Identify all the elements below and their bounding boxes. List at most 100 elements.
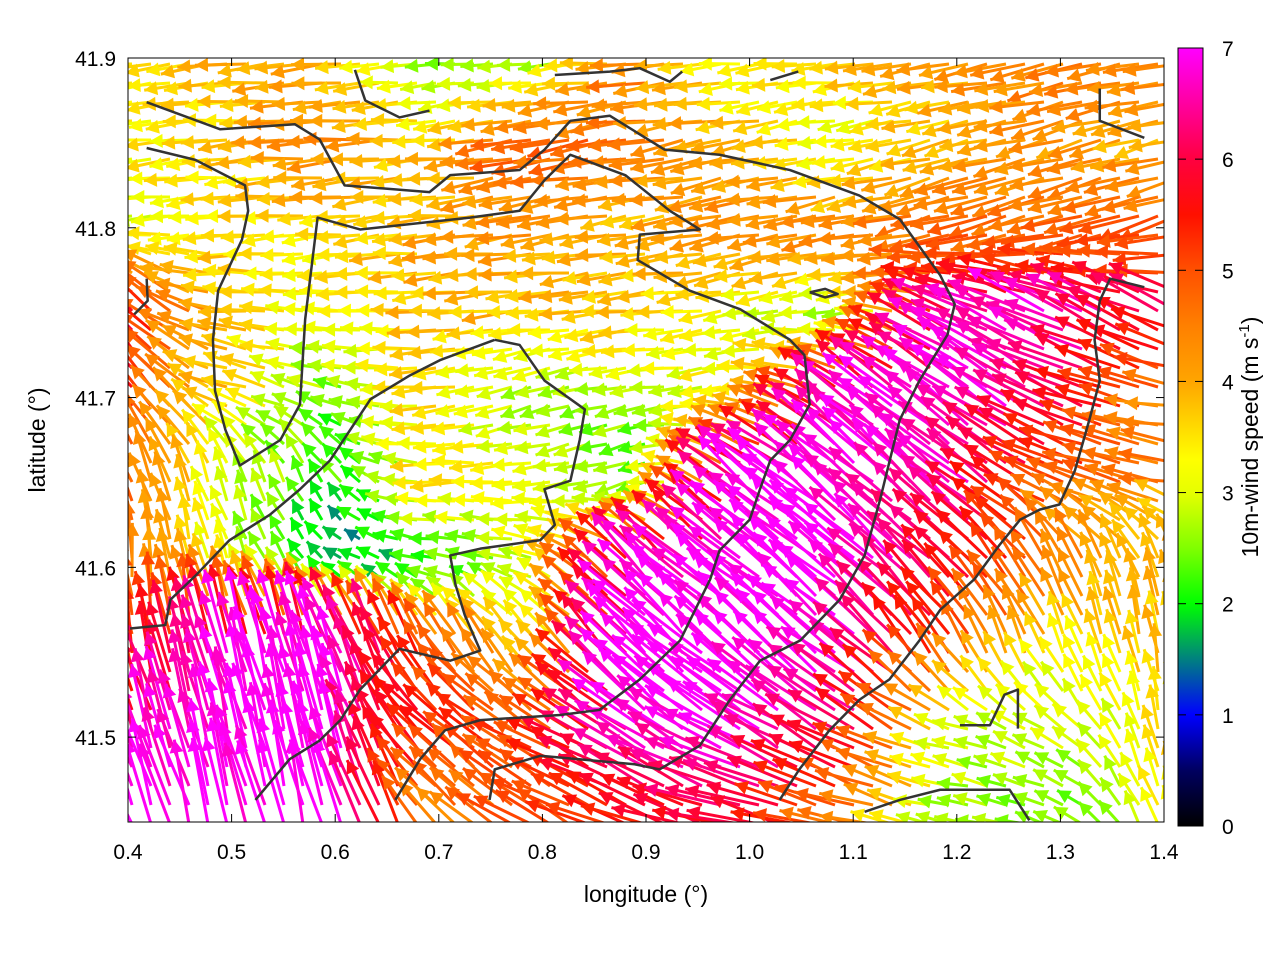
wind-vector [445,787,493,824]
colorbar-tick-label: 5 [1222,260,1234,283]
wind-vector [310,499,323,520]
wind-vector [1161,785,1177,824]
wind-vector [1047,613,1063,653]
wind-vector [339,485,360,501]
x-tick-label: 1.0 [735,841,764,864]
wind-vector [812,155,854,169]
wind-vector [1065,616,1082,653]
colorbar-tick-label: 1 [1222,705,1234,728]
wind-vector [291,517,304,539]
wind-vector [338,548,360,561]
wind-vector [598,325,645,339]
wind-vector [303,443,322,463]
wind-vector [1125,396,1177,410]
wind-vector [219,285,265,299]
wind-vector [97,190,132,204]
wind-vector [1163,649,1177,691]
wind-vector [91,99,132,113]
wind-vector [586,79,645,93]
x-tick-label: 0.8 [528,841,557,864]
wind-vector [1113,352,1177,368]
wind-vector [89,77,132,91]
x-tick-label: 1.3 [1046,841,1075,864]
wind-vector [1140,787,1158,824]
wind-vector [292,499,304,520]
x-tick-label: 0.9 [631,841,660,864]
wind-vector [125,523,139,577]
colorbar-tick-label: 7 [1222,38,1234,61]
wind-vector [320,459,341,482]
y-tick-label: 41.5 [75,727,116,750]
wind-vector [1121,416,1177,430]
wind-vector [137,744,170,824]
wind-vector [91,243,132,273]
wind-vector [507,323,550,337]
contour-line [355,70,430,118]
wind-vector [767,665,835,710]
wind-vector [1122,626,1139,672]
wind-vector [1099,801,1120,824]
colorbar-tick-label: 6 [1222,149,1234,172]
wind-vector [81,259,132,292]
wind-vector [183,231,227,245]
y-tick-label: 41.7 [75,388,116,411]
colorbar-tick-label: 2 [1222,594,1234,617]
wind-vector [210,503,227,539]
wind-vector [111,652,132,729]
wind-vector [355,284,398,298]
wind-vector [258,283,303,297]
colorbar-gradient [1178,48,1203,826]
wind-vector [92,133,132,147]
wind-vector [1164,727,1178,767]
colorbar-tick-label: 0 [1222,816,1234,839]
wind-vector [83,336,132,387]
y-tick-label: 41.8 [75,218,116,241]
wind-vector [1163,670,1177,710]
wind-vector [1102,654,1120,691]
wind-vector [305,521,322,539]
wind-vector [344,529,360,542]
wind-vector [385,305,436,319]
wind-vector [1158,549,1177,596]
contour-line [770,72,798,80]
wind-vector [1165,706,1179,748]
wind-vector [1156,514,1177,558]
wind-vector [323,527,341,540]
wind-vector [302,321,341,335]
colorbar-tick-label: 4 [1222,371,1234,394]
wind-vector [310,480,323,501]
wind-vector [452,493,493,507]
wind-vector [395,491,436,505]
wind-vector [284,322,322,336]
wind-vector [301,423,322,444]
wind-vector [80,276,132,330]
x-tick-label: 1.2 [942,841,971,864]
wind-vector [815,767,873,786]
wind-vector [85,257,132,311]
wind-vector [92,291,132,349]
x-tick-label: 1.4 [1149,841,1179,864]
x-axis-label: longitude (°) [584,881,708,907]
wind-vector [92,240,132,254]
wind-vector [96,173,132,187]
colorbar-tick-label: 3 [1222,483,1234,506]
wind-vector [328,482,341,501]
x-tick-label: 1.1 [839,841,868,864]
x-tick-label: 0.5 [217,841,246,864]
wind-vector [80,317,132,368]
wind-vector [1164,626,1178,672]
wind-vectors [80,56,1182,828]
x-tick-label: 0.7 [424,841,453,864]
y-axis-label: latitude (°) [24,387,50,492]
y-tick-label: 41.6 [75,557,116,580]
x-tick-label: 0.4 [113,841,143,864]
wind-vector [1079,802,1101,824]
wind-vector [1160,591,1177,634]
y-tick-label: 41.9 [75,48,116,71]
wind-vector [674,79,721,93]
x-tick-label: 0.6 [321,841,350,864]
wind-vector [1078,782,1101,805]
wind-vector [1118,472,1177,486]
